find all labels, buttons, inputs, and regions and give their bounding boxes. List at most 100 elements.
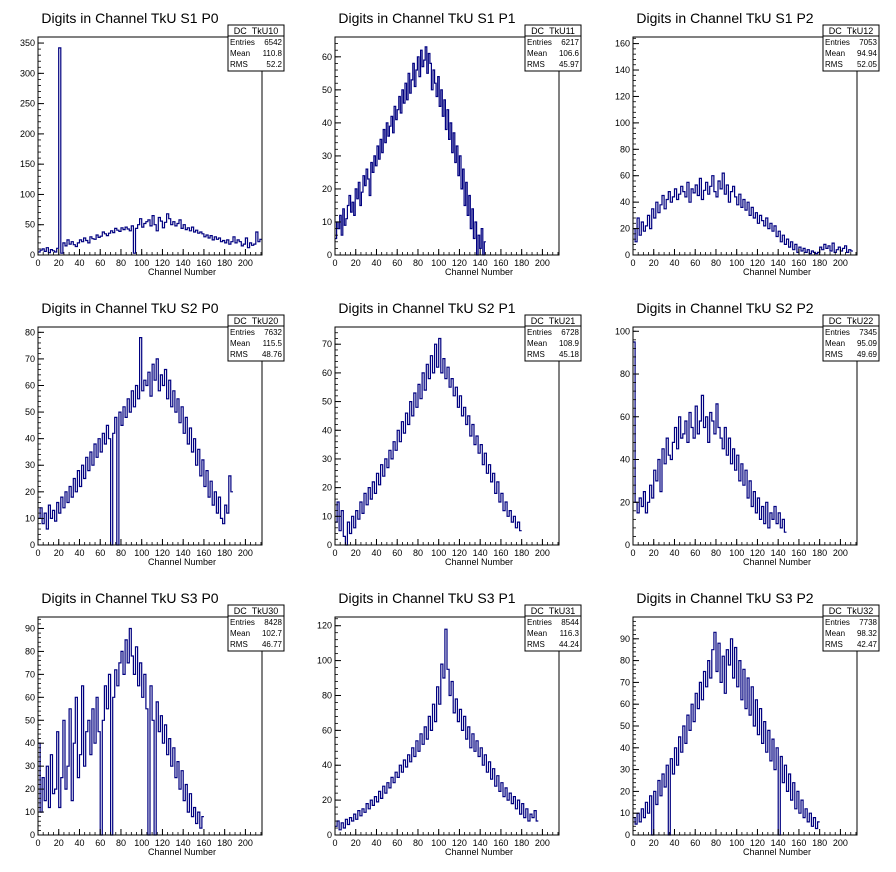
x-tick-label: 80	[711, 548, 721, 558]
y-tick-label: 60	[322, 725, 332, 735]
plot-frame	[37, 616, 263, 836]
stats-label: RMS	[527, 640, 545, 649]
y-tick-label: 160	[615, 39, 630, 49]
x-tick-label: 0	[332, 258, 337, 268]
y-tick-label: 40	[620, 743, 630, 753]
y-tick-label: 80	[322, 690, 332, 700]
stats-value: 45.97	[559, 60, 580, 69]
x-tick-label: 0	[35, 838, 40, 848]
stats-value: 108.9	[559, 339, 580, 348]
y-tick-label: 140	[615, 65, 630, 75]
x-tick-label: 60	[95, 258, 105, 268]
y-tick-label: 20	[25, 487, 35, 497]
y-tick-label: 20	[25, 784, 35, 794]
x-tick-label: 80	[413, 548, 423, 558]
stats-value: 7053	[859, 38, 877, 47]
x-tick-label: 120	[750, 838, 765, 848]
stats-box	[227, 604, 285, 652]
x-tick-label: 180	[812, 258, 827, 268]
stats-label: RMS	[230, 60, 248, 69]
x-tick-label: 180	[514, 838, 529, 848]
x-axis-label: Channel Number	[148, 557, 216, 567]
plot-frame	[632, 326, 858, 546]
stats-label: RMS	[825, 350, 843, 359]
stats-value: 6217	[561, 38, 579, 47]
x-axis-label: Channel Number	[743, 847, 811, 857]
x-tick-label: 20	[649, 548, 659, 558]
stats-label: Mean	[825, 339, 845, 348]
x-tick-label: 120	[155, 548, 170, 558]
x-tick-label: 40	[669, 548, 679, 558]
stats-value: 7738	[859, 618, 877, 627]
stats-value: 102.7	[262, 629, 283, 638]
x-tick-label: 60	[95, 548, 105, 558]
y-tick-label: 60	[620, 412, 630, 422]
x-tick-label: 200	[535, 838, 550, 848]
stats-name: DC_TkU31	[531, 606, 576, 616]
x-tick-label: 20	[54, 548, 64, 558]
y-tick-label: 100	[615, 326, 630, 336]
y-tick-label: 10	[620, 808, 630, 818]
x-tick-label: 60	[690, 548, 700, 558]
stats-label: Mean	[230, 629, 250, 638]
stats-value: 6728	[561, 328, 579, 337]
plot-frame	[334, 616, 560, 836]
stats-box	[227, 24, 285, 72]
x-tick-label: 20	[649, 258, 659, 268]
x-tick-label: 80	[116, 548, 126, 558]
y-tick-label: 40	[322, 118, 332, 128]
histogram-line	[38, 337, 233, 546]
stats-label: Mean	[527, 629, 547, 638]
x-tick-label: 120	[452, 548, 467, 558]
x-tick-label: 180	[514, 548, 529, 558]
stats-box	[524, 24, 582, 72]
y-tick-label: 30	[25, 460, 35, 470]
histogram-line	[335, 337, 522, 546]
y-tick-label: 20	[322, 184, 332, 194]
x-tick-label: 100	[729, 548, 744, 558]
x-tick-label: 180	[217, 258, 232, 268]
stats-value: 6542	[264, 38, 282, 47]
y-tick-label: 50	[322, 397, 332, 407]
y-tick-label: 0	[327, 250, 332, 260]
x-tick-label: 60	[392, 548, 402, 558]
stats-value: 8428	[264, 618, 282, 627]
stats-value: 8544	[561, 618, 579, 627]
x-tick-label: 160	[493, 548, 508, 558]
x-tick-label: 100	[431, 838, 446, 848]
x-tick-label: 0	[630, 548, 635, 558]
y-tick-label: 60	[620, 171, 630, 181]
y-tick-label: 30	[322, 151, 332, 161]
y-tick-label: 150	[20, 159, 35, 169]
stats-box	[822, 604, 880, 652]
x-tick-label: 0	[332, 548, 337, 558]
y-tick-label: 60	[25, 380, 35, 390]
stats-value: 49.69	[857, 350, 878, 359]
y-tick-label: 120	[615, 91, 630, 101]
stats-name: DC_TkU22	[829, 316, 874, 326]
stats-value: 42.47	[857, 640, 878, 649]
x-tick-label: 120	[750, 548, 765, 558]
stats-label: Mean	[527, 49, 547, 58]
y-tick-label: 0	[30, 830, 35, 840]
plot-frame	[37, 326, 263, 546]
y-tick-label: 30	[620, 765, 630, 775]
y-tick-label: 100	[615, 118, 630, 128]
stats-label: RMS	[230, 350, 248, 359]
y-tick-label: 30	[25, 761, 35, 771]
chart-title: Digits in Channel TkU S3 P1	[338, 590, 515, 606]
x-tick-label: 0	[630, 258, 635, 268]
x-tick-label: 140	[473, 548, 488, 558]
x-tick-label: 20	[54, 838, 64, 848]
stats-label: Entries	[825, 618, 850, 627]
x-tick-label: 20	[649, 838, 659, 848]
x-tick-label: 140	[473, 838, 488, 848]
y-tick-label: 50	[620, 721, 630, 731]
x-tick-label: 160	[196, 258, 211, 268]
x-tick-label: 180	[217, 548, 232, 558]
stats-label: Entries	[230, 38, 255, 47]
y-tick-label: 10	[322, 217, 332, 227]
y-tick-label: 40	[25, 738, 35, 748]
x-tick-label: 100	[134, 838, 149, 848]
x-tick-label: 120	[155, 258, 170, 268]
